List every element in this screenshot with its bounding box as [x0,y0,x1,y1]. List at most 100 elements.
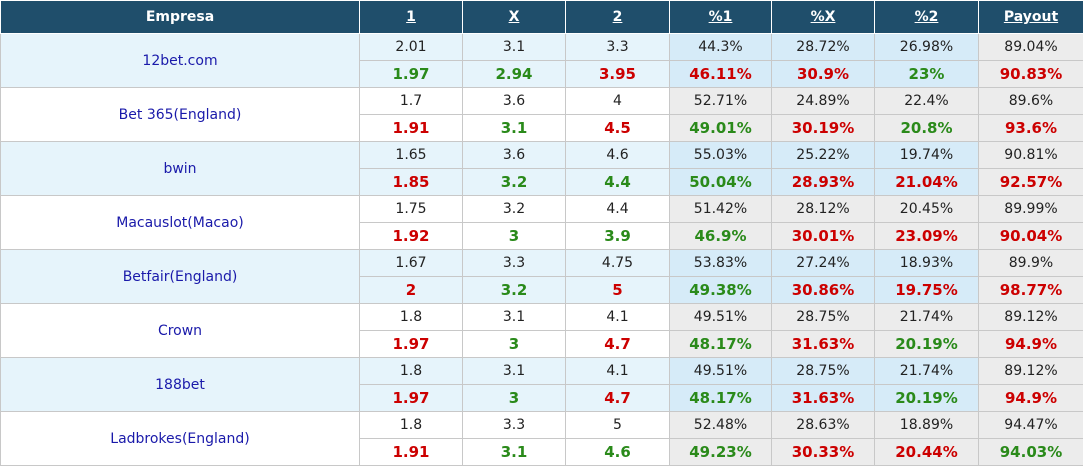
live-payout: 98.77% [979,277,1083,304]
live-payout: 94.9% [979,331,1083,358]
opening-payout: 89.9% [979,250,1083,277]
live-away-pct: 20.44% [875,439,979,466]
bookmaker-name[interactable]: 12bet.com [1,34,360,88]
live-home-odds: 2 [360,277,463,304]
live-home-odds: 1.92 [360,223,463,250]
sort-home-odds[interactable]: 1 [360,1,463,34]
opening-away-pct: 18.89% [875,412,979,439]
live-away-pct: 23% [875,61,979,88]
opening-draw-pct: 28.75% [772,358,875,385]
live-draw-odds: 2.94 [463,61,566,88]
opening-home-pct: 51.42% [670,196,772,223]
live-home-odds: 1.85 [360,169,463,196]
opening-home-pct: 44.3% [670,34,772,61]
live-draw-odds: 3.1 [463,115,566,142]
live-draw-odds: 3 [463,331,566,358]
live-payout: 90.04% [979,223,1083,250]
opening-draw-odds: 3.6 [463,142,566,169]
sort-draw-pct[interactable]: %X [772,1,875,34]
live-home-odds: 1.97 [360,385,463,412]
bookmaker-name[interactable]: 188bet [1,358,360,412]
opening-away-odds: 4.6 [566,142,670,169]
live-away-pct: 20.8% [875,115,979,142]
opening-draw-pct: 28.72% [772,34,875,61]
sort-home-pct[interactable]: %1 [670,1,772,34]
opening-away-pct: 18.93% [875,250,979,277]
live-away-odds: 3.95 [566,61,670,88]
live-home-pct: 49.38% [670,277,772,304]
live-away-odds: 3.9 [566,223,670,250]
opening-away-pct: 20.45% [875,196,979,223]
live-away-pct: 20.19% [875,385,979,412]
sort-away-pct[interactable]: %2 [875,1,979,34]
opening-away-odds: 3.3 [566,34,670,61]
live-draw-pct: 31.63% [772,331,875,358]
opening-home-odds: 1.7 [360,88,463,115]
live-away-odds: 4.6 [566,439,670,466]
live-draw-pct: 31.63% [772,385,875,412]
sort-away-odds[interactable]: 2 [566,1,670,34]
opening-draw-odds: 3.3 [463,412,566,439]
live-payout: 94.9% [979,385,1083,412]
opening-draw-pct: 25.22% [772,142,875,169]
bookmaker-name[interactable]: Macauslot(Macao) [1,196,360,250]
bookmaker-name[interactable]: Betfair(England) [1,250,360,304]
bookmaker-name[interactable]: Bet 365(England) [1,88,360,142]
live-draw-pct: 28.93% [772,169,875,196]
opening-draw-pct: 28.63% [772,412,875,439]
opening-draw-odds: 3.6 [463,88,566,115]
live-home-odds: 1.91 [360,439,463,466]
live-home-odds: 1.91 [360,115,463,142]
opening-payout: 90.81% [979,142,1083,169]
live-draw-pct: 30.9% [772,61,875,88]
sort-payout[interactable]: Payout [979,1,1083,34]
opening-draw-odds: 3.3 [463,250,566,277]
opening-draw-odds: 3.1 [463,34,566,61]
sort-draw-odds[interactable]: X [463,1,566,34]
live-away-pct: 19.75% [875,277,979,304]
opening-away-pct: 26.98% [875,34,979,61]
opening-home-odds: 1.8 [360,304,463,331]
opening-away-pct: 21.74% [875,304,979,331]
bookmaker-name[interactable]: Ladbrokes(England) [1,412,360,466]
bookmaker-name[interactable]: bwin [1,142,360,196]
opening-away-odds: 4.4 [566,196,670,223]
opening-home-odds: 1.67 [360,250,463,277]
live-home-pct: 50.04% [670,169,772,196]
header-empresa: Empresa [1,1,360,34]
opening-payout: 89.12% [979,358,1083,385]
live-payout: 92.57% [979,169,1083,196]
live-away-odds: 5 [566,277,670,304]
opening-away-odds: 5 [566,412,670,439]
bookmaker-name[interactable]: Crown [1,304,360,358]
opening-home-pct: 52.71% [670,88,772,115]
opening-payout: 89.12% [979,304,1083,331]
live-home-pct: 48.17% [670,331,772,358]
opening-away-pct: 21.74% [875,358,979,385]
opening-home-odds: 1.65 [360,142,463,169]
opening-away-odds: 4.1 [566,358,670,385]
opening-payout: 89.04% [979,34,1083,61]
opening-payout: 89.99% [979,196,1083,223]
live-draw-odds: 3 [463,385,566,412]
live-home-pct: 46.11% [670,61,772,88]
live-away-odds: 4.5 [566,115,670,142]
live-draw-pct: 30.33% [772,439,875,466]
live-away-odds: 4.7 [566,331,670,358]
live-away-pct: 23.09% [875,223,979,250]
header-row: Empresa 1 X 2 %1 %X %2 Payout [1,1,1083,34]
opening-draw-odds: 3.1 [463,358,566,385]
live-payout: 94.03% [979,439,1083,466]
live-away-odds: 4.4 [566,169,670,196]
live-draw-odds: 3.2 [463,169,566,196]
live-draw-odds: 3 [463,223,566,250]
opening-draw-pct: 28.12% [772,196,875,223]
opening-home-pct: 49.51% [670,304,772,331]
